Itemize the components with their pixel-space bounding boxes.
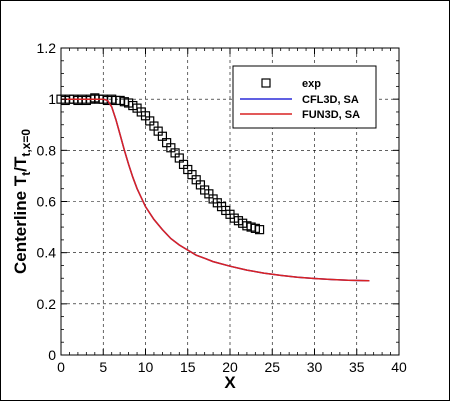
legend-fun3d-label: FUN3D, SA: [302, 109, 360, 121]
x-axis-label: X: [224, 373, 236, 392]
y-axis-label-mid: /T: [11, 156, 30, 172]
y-axis-label: Centerline Tt/Tt,x=0: [11, 129, 33, 274]
x-tick-label: 35: [349, 359, 365, 375]
x-tick-label: 0: [57, 359, 65, 375]
y-tick-label: 0.4: [37, 245, 57, 261]
y-tick-label: 0.2: [37, 296, 57, 312]
y-tick-label: 0.8: [37, 142, 57, 158]
x-tick-label: 20: [222, 359, 238, 375]
x-tick-label: 30: [307, 359, 323, 375]
legend-cfl3d-label: CFL3D, SA: [302, 94, 359, 106]
y-tick-label: 1: [48, 91, 56, 107]
y-axis-label-main: Centerline T: [11, 175, 30, 274]
legend-box: [232, 65, 377, 129]
tick-labels: 0 5 10 15 20 25 30 35 40 0 0.2 0.4 0.6 0.8 1 1.2: [37, 40, 407, 375]
x-tick-label: 40: [391, 359, 407, 375]
legend: exp CFL3D, SA FUN3D, SA: [232, 65, 377, 129]
x-tick-label: 10: [138, 359, 154, 375]
x-tick-label: 5: [99, 359, 107, 375]
y-tick-label: 0: [48, 347, 56, 363]
legend-exp-label: exp: [302, 78, 321, 90]
series-lines: [61, 98, 370, 282]
y-axis-label-sub2: t,x=0: [19, 129, 33, 157]
x-tick-label: 15: [180, 359, 196, 375]
series-line-2: [61, 98, 370, 282]
legend-exp-marker: [261, 78, 271, 88]
x-tick-label: 25: [264, 359, 280, 375]
exp-data-point: [254, 225, 265, 235]
axis-ticks: [60, 47, 400, 356]
series-exp: [56, 93, 265, 235]
y-axis-label-sub1: t: [19, 172, 33, 176]
y-tick-label: 1.2: [37, 40, 57, 56]
y-tick-label: 0.6: [37, 194, 57, 210]
